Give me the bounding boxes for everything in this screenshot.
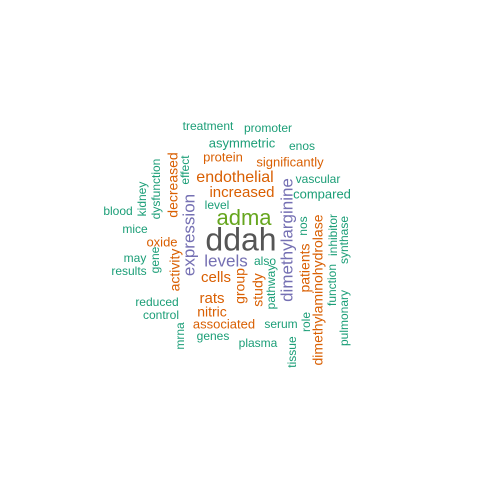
cloud-word-decreased: decreased [165, 152, 181, 217]
cloud-word-dysfunction: dysfunction [149, 159, 163, 220]
cloud-word-kidney: kidney [135, 182, 149, 217]
cloud-word-adma: adma [216, 205, 272, 230]
cloud-word-genes: genes [197, 329, 230, 343]
cloud-word-gene: gene [148, 246, 162, 273]
cloud-word-compared: compared [293, 186, 351, 201]
cloud-word-plasma: plasma [239, 336, 278, 350]
cloud-word-increased: increased [209, 184, 274, 201]
cloud-word-enos: enos [289, 139, 315, 153]
cloud-word-promoter: promoter [244, 121, 292, 135]
cloud-word-patients: patients [297, 243, 313, 292]
cloud-word-serum: serum [264, 317, 297, 331]
cloud-word-blood: blood [103, 204, 132, 218]
cloud-word-results: results [111, 264, 146, 278]
cloud-word-associated: associated [193, 316, 255, 331]
cloud-word-levels: levels [204, 251, 247, 270]
cloud-word-nos: nos [296, 216, 310, 235]
cloud-word-dimethylaminohydrolase: dimethylaminohydrolase [310, 214, 326, 365]
cloud-word-expression: expression [179, 194, 198, 276]
cloud-word-role: role [299, 312, 313, 332]
cloud-word-synthase: synthase [337, 216, 351, 264]
cloud-word-group: group [232, 268, 248, 304]
cloud-word-treatment: treatment [183, 119, 234, 133]
cloud-word-also: also [254, 254, 276, 268]
cloud-word-level: level [205, 198, 230, 212]
cloud-word-may: may [124, 251, 147, 265]
cloud-word-study: study [250, 273, 266, 306]
cloud-word-protein: protein [203, 149, 243, 164]
cloud-word-mice: mice [122, 222, 148, 236]
cloud-word-significantly: significantly [256, 154, 324, 169]
cloud-word-oxide: oxide [146, 234, 177, 249]
cloud-word-inhibitor: inhibitor [326, 214, 340, 256]
cloud-word-tissue: tissue [285, 336, 299, 368]
cloud-word-reduced: reduced [135, 295, 178, 309]
cloud-word-control: control [143, 308, 179, 322]
cloud-word-nitric: nitric [197, 304, 227, 320]
cloud-word-rats: rats [199, 290, 224, 307]
cloud-word-pulmonary: pulmonary [337, 290, 351, 346]
cloud-word-ddah: ddah [205, 221, 276, 257]
cloud-word-asymmetric: asymmetric [209, 135, 276, 150]
cloud-word-dimethylarginine: dimethylarginine [277, 178, 296, 302]
cloud-word-function: function [325, 264, 339, 306]
cloud-word-cells: cells [201, 269, 231, 286]
cloud-word-mrna: mrna [173, 322, 187, 350]
cloud-word-vascular: vascular [296, 172, 341, 186]
cloud-word-endothelial: endothelial [196, 169, 273, 186]
cloud-word-activity: activity [167, 249, 183, 292]
cloud-word-pathway: pathway [264, 265, 278, 310]
cloud-word-effect: effect [178, 155, 192, 185]
